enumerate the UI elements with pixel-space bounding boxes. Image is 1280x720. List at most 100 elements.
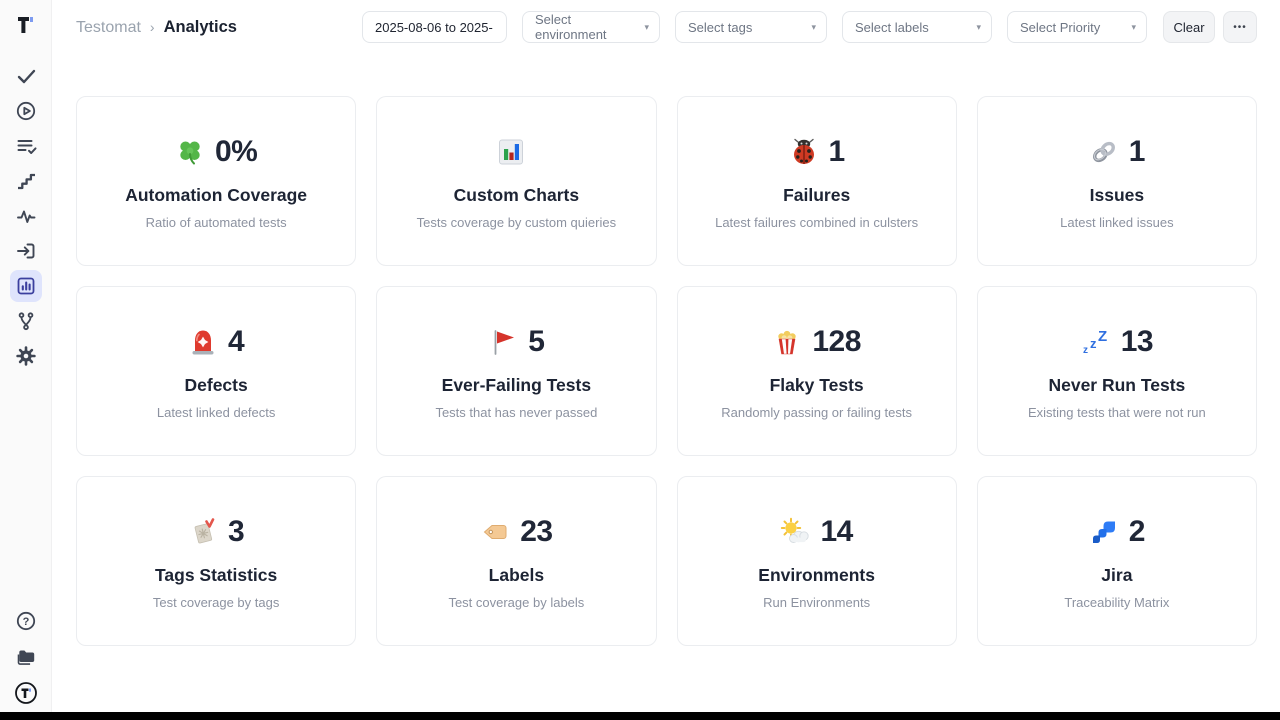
siren-icon [188, 327, 218, 357]
page-title: Analytics [163, 17, 237, 36]
card-title: Flaky Tests [769, 375, 864, 395]
import-icon [15, 240, 37, 262]
svg-text:?: ? [22, 616, 29, 628]
sidebar-item-settings[interactable] [13, 343, 39, 369]
card-subtitle: Existing tests that were not run [1027, 405, 1206, 420]
svg-text:z: z [1090, 336, 1097, 351]
card-subtitle: Test coverage by tags [152, 595, 280, 610]
date-range-input[interactable]: 2025-08-06 to 2025- [362, 11, 507, 43]
priority-select[interactable]: Select Priority ▾ [1007, 11, 1147, 43]
sidebar-nav [9, 63, 42, 369]
card-value: 1 [1128, 135, 1146, 168]
environment-select[interactable]: Select environment ▾ [522, 11, 660, 43]
card-failures[interactable]: 1 Failures Latest failures combined in c… [676, 96, 957, 266]
labels-select[interactable]: Select labels ▾ [842, 11, 992, 43]
card-automation-coverage[interactable]: 0% Automation Coverage Ratio of automate… [76, 96, 357, 266]
sidebar-item-plans[interactable] [13, 133, 39, 159]
card-value: 1 [828, 135, 846, 168]
sun-cloud-icon [780, 517, 810, 547]
labels-select-placeholder: Select labels [855, 19, 929, 35]
sidebar-item-milestones[interactable] [13, 168, 39, 194]
clover-icon [175, 137, 205, 167]
card-subtitle: Latest linked issues [1060, 215, 1174, 230]
chevron-down-icon: ▾ [1131, 21, 1136, 32]
card-value: 128 [812, 325, 861, 358]
card-subtitle: Traceability Matrix [1064, 595, 1170, 610]
card-tags-statistics[interactable]: 3 Tags Statistics Test coverage by tags [76, 476, 357, 646]
sidebar-item-pulse[interactable] [13, 203, 39, 229]
clear-button[interactable]: Clear [1163, 11, 1215, 43]
environment-select-placeholder: Select environment [535, 12, 607, 42]
card-value: 3 [228, 515, 245, 548]
main-content: Testomat › Analytics 2025-08-06 to 2025-… [52, 0, 1280, 720]
card-labels[interactable]: 23 Labels Test coverage by labels [376, 476, 657, 646]
card-subtitle: Ratio of automated tests [145, 215, 287, 230]
topbar: Testomat › Analytics 2025-08-06 to 2025-… [76, 0, 1257, 50]
link-icon [1089, 137, 1119, 167]
svg-text:z: z [1083, 345, 1088, 356]
logo-circle-icon [14, 681, 38, 705]
sidebar-item-branches[interactable] [13, 308, 39, 334]
sidebar-item-tests[interactable] [13, 63, 39, 89]
svg-text:Z: Z [1098, 328, 1107, 345]
analytics-bar-chart-icon [15, 275, 37, 297]
card-subtitle: Tests coverage by custom quieries [416, 215, 617, 230]
card-title: Automation Coverage [125, 185, 308, 205]
sidebar-item-projects[interactable] [13, 644, 39, 670]
chevron-down-icon: ▾ [644, 21, 649, 32]
card-title: Failures [783, 185, 851, 205]
card-title: Jira [1101, 565, 1133, 585]
date-range-value: 2025-08-06 to 2025- [375, 19, 493, 35]
card-value: 2 [1128, 515, 1146, 548]
card-ever-failing-tests[interactable]: 5 Ever-Failing Tests Tests that has neve… [376, 286, 657, 456]
label-icon [480, 517, 510, 547]
testomat-logo-circle-icon[interactable] [13, 680, 39, 706]
chevron-down-icon: ▾ [976, 21, 981, 32]
sidebar-item-runs[interactable] [13, 98, 39, 124]
card-flaky-tests[interactable]: 128 Flaky Tests Randomly passing or fail… [676, 286, 957, 456]
git-branch-icon [15, 310, 37, 332]
sidebar-bottom: ? [13, 608, 39, 706]
more-options-button[interactable]: ••• [1223, 11, 1257, 43]
sidebar: ? [0, 0, 52, 720]
card-custom-charts[interactable]: Custom Charts Tests coverage by custom q… [376, 96, 657, 266]
sidebar-item-import[interactable] [13, 238, 39, 264]
breadcrumb: Testomat › Analytics [76, 18, 237, 37]
jira-icon [1089, 517, 1119, 547]
testomat-logo-icon[interactable] [14, 13, 38, 37]
card-value: 5 [528, 325, 545, 358]
analytics-cards-grid: 0% Automation Coverage Ratio of automate… [76, 96, 1257, 646]
stairs-icon [15, 170, 37, 192]
card-subtitle: Latest failures combined in culsters [715, 215, 919, 230]
breadcrumb-separator-icon: › [149, 18, 155, 35]
bottom-bar [0, 712, 1280, 720]
card-title: Labels [488, 565, 545, 585]
bookmark-icon [188, 517, 218, 547]
card-value: 4 [228, 325, 245, 358]
tags-select[interactable]: Select tags ▾ [675, 11, 827, 43]
card-environments[interactable]: 14 Environments Run Environments [676, 476, 957, 646]
card-title: Issues [1089, 185, 1145, 205]
filter-bar: 2025-08-06 to 2025- Select environment ▾… [362, 11, 1257, 43]
pulse-icon [15, 205, 37, 227]
card-value: 14 [820, 515, 853, 548]
card-title: Defects [184, 375, 248, 395]
popcorn-icon [772, 327, 802, 357]
check-icon [15, 65, 37, 87]
sidebar-item-help[interactable]: ? [13, 608, 39, 634]
flag-icon [488, 327, 518, 357]
tags-select-placeholder: Select tags [688, 19, 753, 35]
breadcrumb-project[interactable]: Testomat [76, 18, 141, 36]
card-jira[interactable]: 2 Jira Traceability Matrix [976, 476, 1257, 646]
card-subtitle: Randomly passing or failing tests [721, 405, 912, 420]
card-title: Custom Charts [453, 185, 580, 205]
card-subtitle: Run Environments [763, 595, 871, 610]
card-issues[interactable]: 1 Issues Latest linked issues [976, 96, 1257, 266]
card-value: 0% [214, 135, 258, 168]
card-defects[interactable]: 4 Defects Latest linked defects [76, 286, 357, 456]
sidebar-item-analytics[interactable] [9, 270, 42, 302]
card-value: 23 [520, 515, 553, 548]
